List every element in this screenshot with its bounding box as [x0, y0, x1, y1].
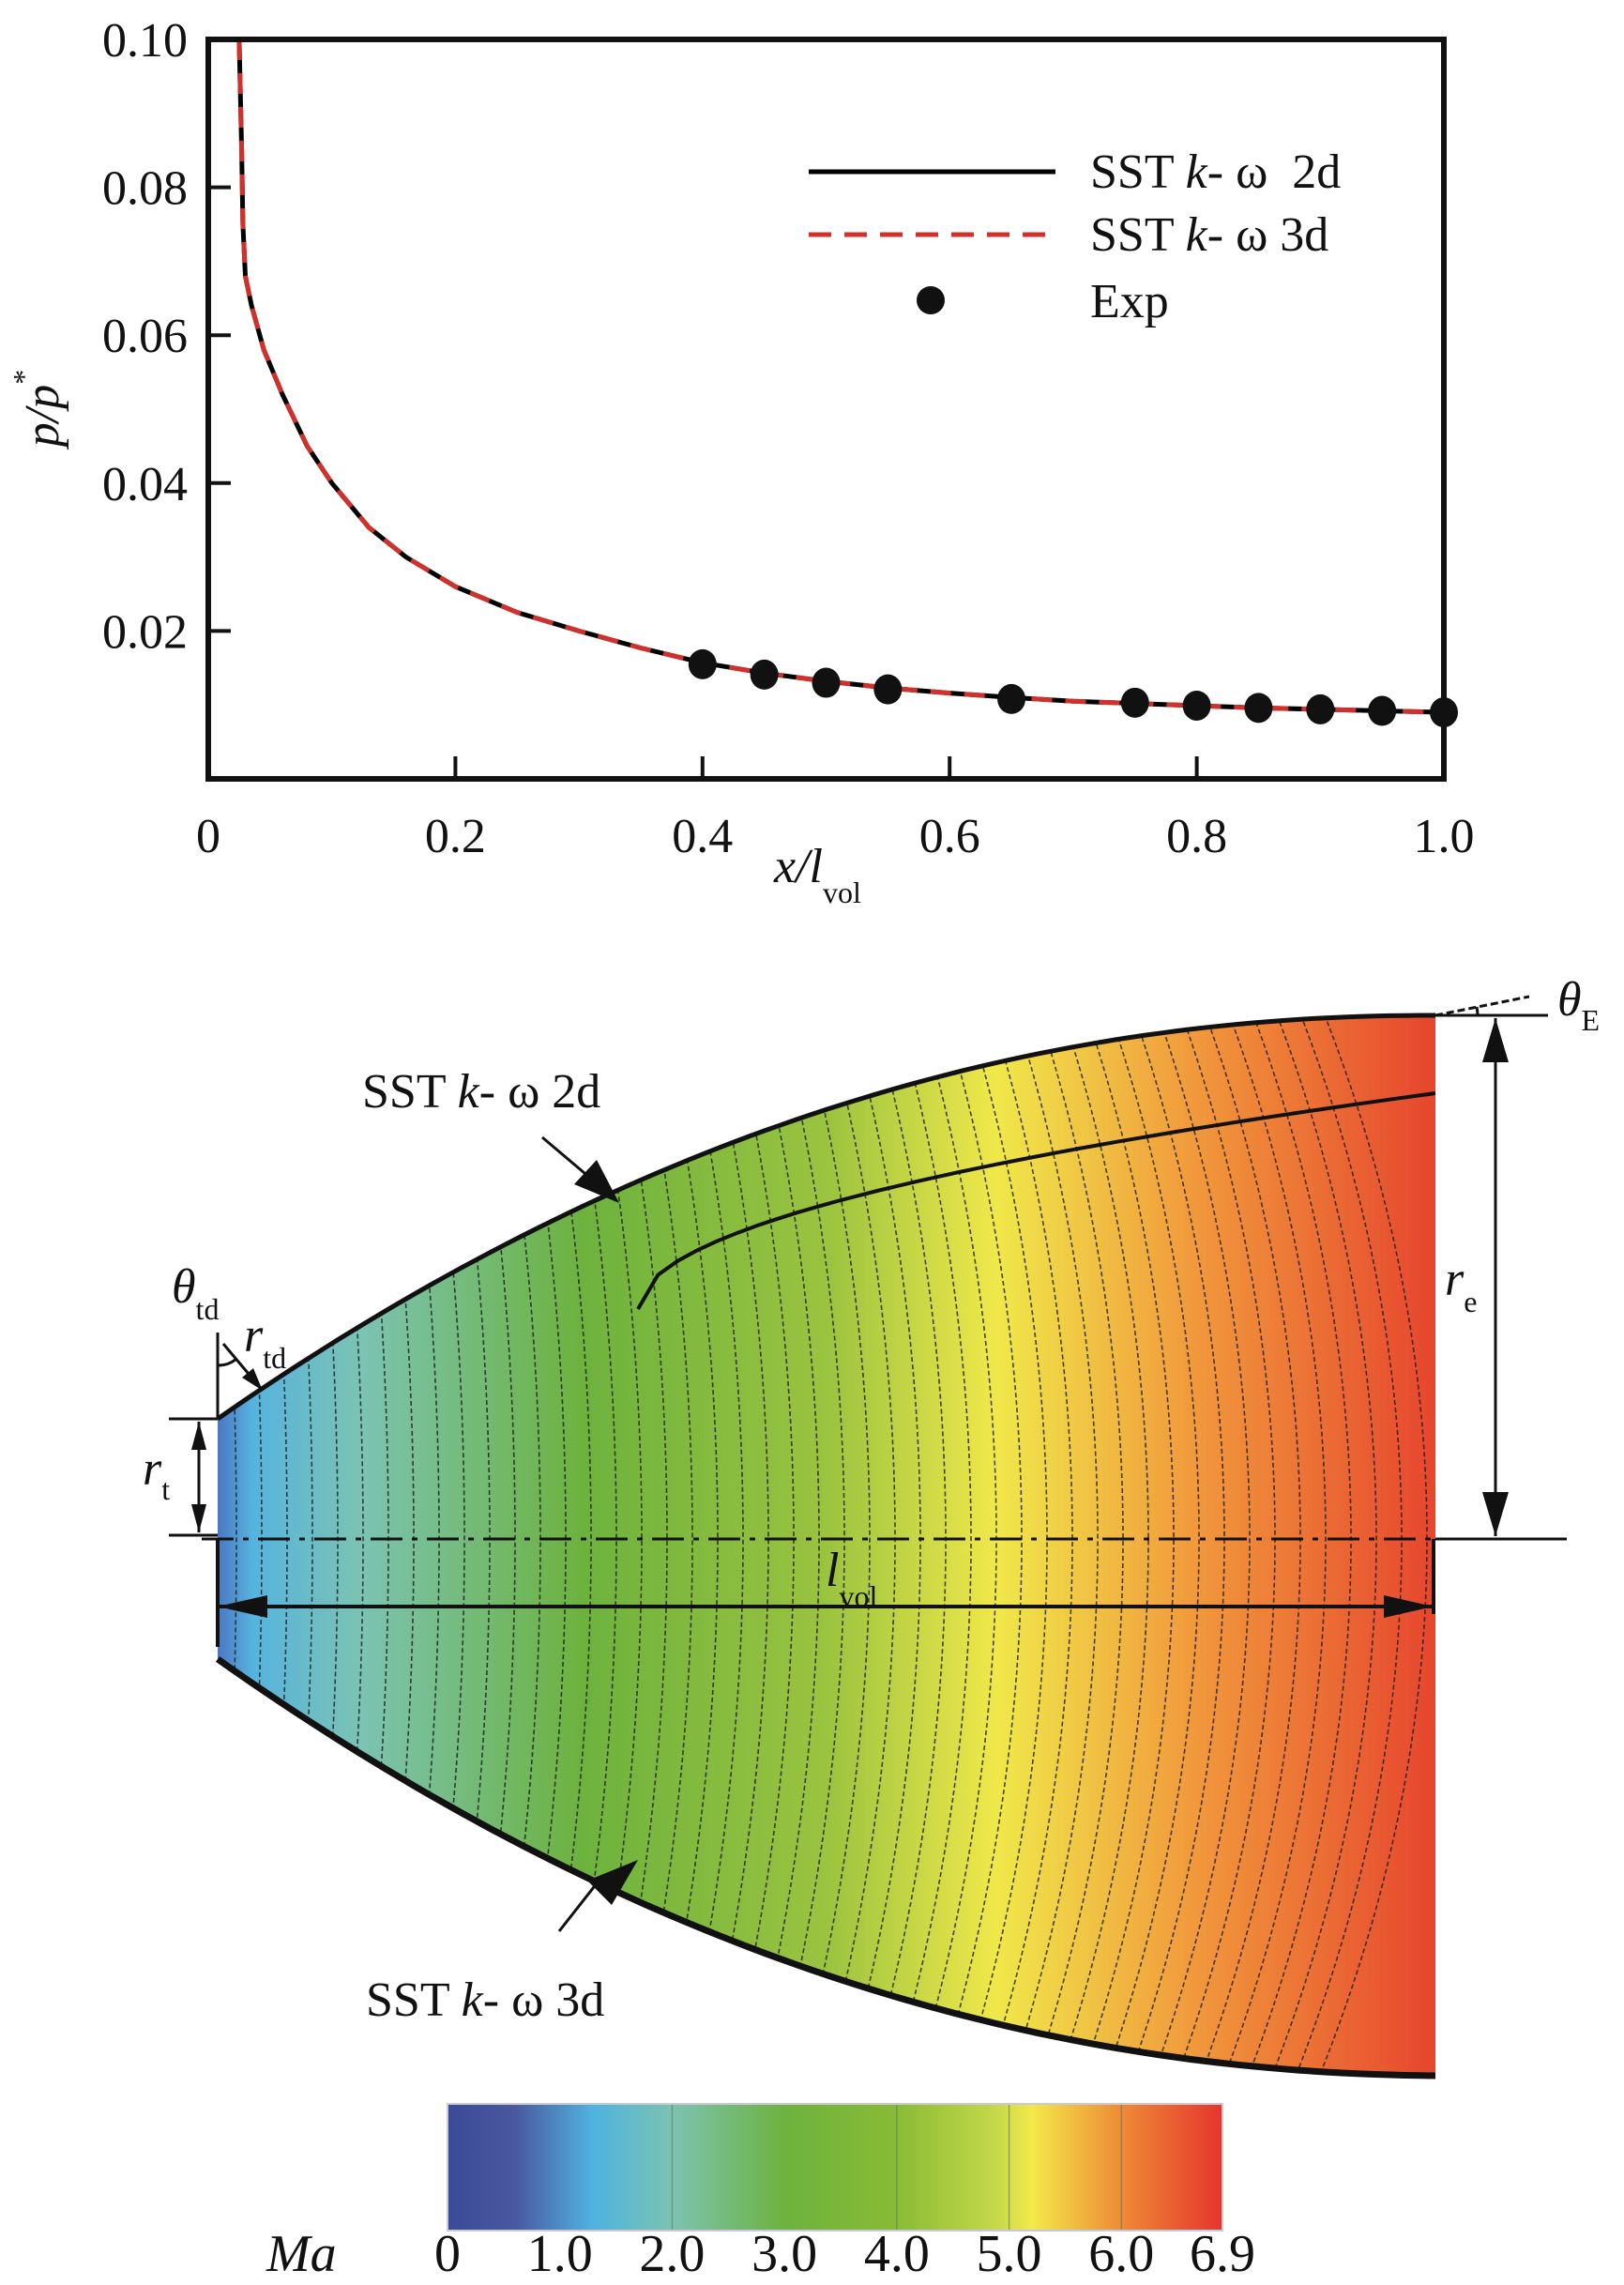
upper-wall-label: SST k- ω 2d: [362, 1065, 600, 1119]
x-tick-label: 0.2: [425, 810, 486, 863]
series-line-2d: [236, 38, 1445, 715]
y-tick-label: 0.06: [102, 310, 188, 363]
colorbar-title: Ma: [266, 2225, 337, 2283]
mach-contour-line: [989, 1015, 1099, 2076]
l-vol-label: lvol: [826, 1544, 877, 1613]
exp-data-point: [750, 659, 779, 690]
mach-contour-line: [1129, 1015, 1251, 2076]
legend-label-exp: Exp: [1090, 275, 1169, 328]
y-axis-label: p/p*: [7, 370, 69, 450]
exp-data-point: [688, 648, 717, 679]
lower-wall-label: SST k- ω 3d: [366, 1973, 604, 2027]
colorbar-tick-label: 1.0: [527, 2225, 593, 2283]
x-tick-label: 0.6: [919, 810, 980, 863]
exp-data-point: [1120, 687, 1149, 718]
exp-data-point: [1182, 690, 1211, 721]
colorbar-tick-label: 6.9: [1190, 2225, 1255, 2283]
wall-3d: [215, 1656, 1436, 2079]
nozzle-contour: lvol rt θtd rtd re: [143, 973, 1600, 2079]
plot-frame: [205, 37, 1447, 782]
colorbar-tick-label: 0: [434, 2225, 461, 2283]
arrowhead-up-icon: [191, 1422, 206, 1450]
pressure-chart: 0 0.2 0.4 0.6 0.8 1.0 0.02 0.04 0.06 0.08 0.10 p/…: [7, 14, 1475, 909]
exp-data-point: [812, 667, 841, 698]
theta-e-arc: [1475, 1006, 1480, 1016]
mach-colorbar: Ma 0 1.0 2.0 3.0 4.0 5.0 6.0 6.9: [266, 2103, 1255, 2283]
r-td-label: rtd: [244, 1309, 286, 1375]
upper-wall-arrowhead-icon: [574, 1160, 619, 1203]
y-tick-label: 0.08: [102, 162, 188, 216]
exp-data-point: [1368, 695, 1397, 726]
wall-2d: [216, 1013, 1435, 1422]
colorbar-tick-label: 6.0: [1088, 2225, 1154, 2283]
exp-data-point: [1306, 693, 1335, 724]
arrowhead-down-icon: [191, 1504, 206, 1532]
x-tick-label: 0.4: [672, 810, 733, 863]
r-e-label: re: [1445, 1253, 1477, 1318]
x-tick-label: 0.8: [1166, 810, 1227, 863]
exp-data-point: [997, 683, 1026, 714]
mach-contour-line: [1082, 1015, 1200, 2076]
arrowhead-up-icon: [1482, 1018, 1509, 1062]
mach-contour-line: [314, 1015, 364, 2076]
r-t-label: rt: [143, 1442, 170, 1506]
x-axis-label: x/lvol: [773, 840, 861, 909]
lower-wall-arrowhead-icon: [587, 1860, 638, 1905]
mach-contour-line: [1245, 1015, 1377, 2076]
mach-field: [218, 1015, 1435, 2076]
arrowhead-left-icon: [218, 1595, 267, 1618]
colorbar-tick-label: 3.0: [751, 2225, 817, 2283]
legend-label-3d: SST k- ω 3d: [1090, 208, 1328, 262]
mach-contour-line: [1012, 1015, 1124, 2076]
upper-wall-leader: [541, 1135, 592, 1181]
lower-wall-leader: [557, 1878, 602, 1932]
colorbar-tick-label: 5.0: [977, 2225, 1042, 2283]
mach-contour-line: [873, 1015, 972, 2076]
theta-e-label: θE: [1557, 973, 1600, 1037]
colorbar-tick-label: 4.0: [864, 2225, 930, 2283]
theta-td-arc: [217, 1357, 237, 1367]
theta-e-tangent: [1434, 995, 1530, 1017]
arrowhead-down-icon: [1482, 1492, 1509, 1536]
arrowhead-right-icon: [1384, 1595, 1434, 1618]
legend-label-2d: SST k- ω 2d: [1090, 145, 1341, 199]
colorbar-tick-label: 2.0: [639, 2225, 705, 2283]
y-tick-label: 0.10: [102, 14, 188, 68]
legend-swatch-exp: [917, 286, 945, 314]
y-tick-label: 0.04: [102, 458, 188, 511]
exp-data-point: [873, 674, 903, 705]
mach-contour-line: [780, 1015, 871, 2076]
theta-td-label: θtd: [172, 1260, 219, 1326]
x-tick-label: 0: [196, 810, 220, 863]
colorbar-gradient: [447, 2103, 1223, 2232]
y-tick-label: 0.02: [102, 605, 188, 659]
mach-contour-line: [267, 1015, 313, 2076]
exp-data-point: [1244, 693, 1273, 724]
series-line-3d: [236, 38, 1445, 715]
legend: SST k- ω 2d SST k- ω 3d Exp: [809, 145, 1341, 328]
r-td-arrowhead-icon: [242, 1368, 263, 1391]
x-tick-label: 1.0: [1414, 810, 1475, 863]
shear-layer-upper: [636, 1091, 1436, 1311]
